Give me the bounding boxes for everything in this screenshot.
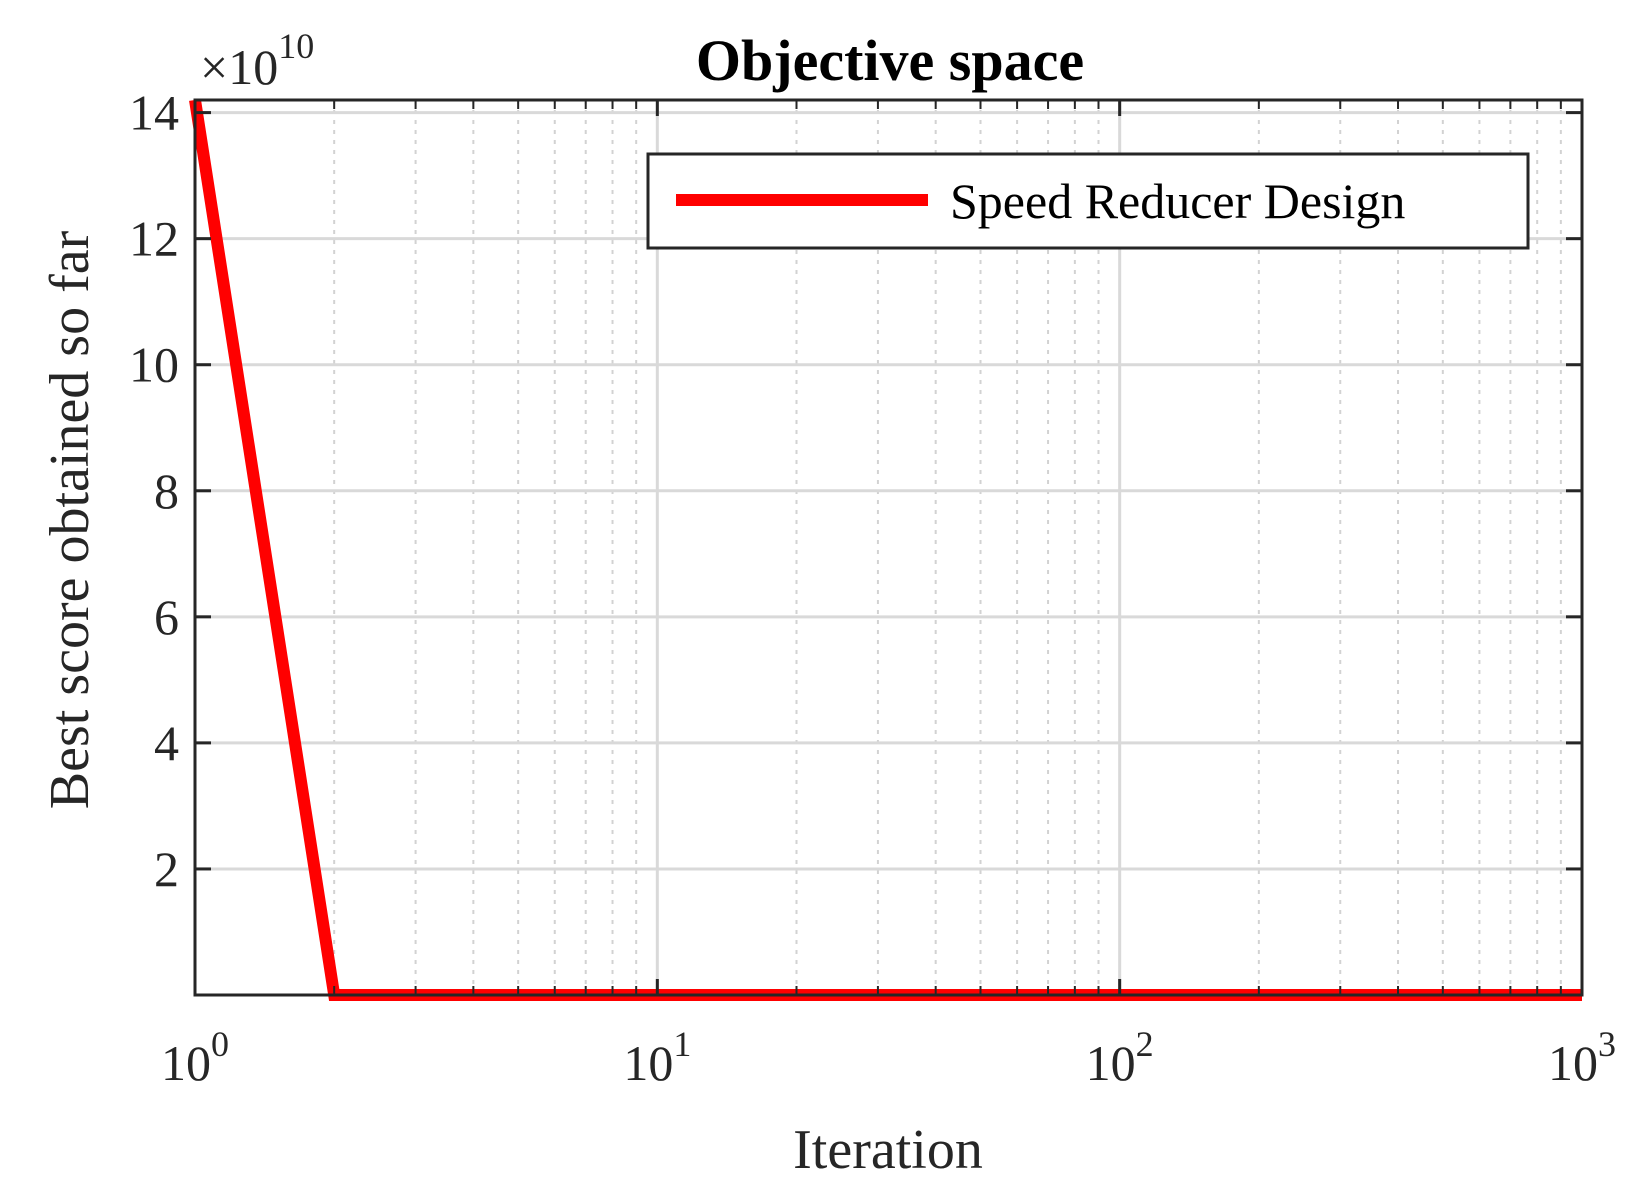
y-tick-label: 4 [154,715,179,771]
tick-labels: 100 101 102 103 2 4 6 8 10 12 14 [129,85,1616,1091]
x-axis-label: Iteration [793,1119,983,1181]
legend-entry-label: Speed Reducer Design [950,173,1405,229]
svg-text:×1010: ×1010 [200,26,314,95]
chart-title: Objective space [696,28,1084,93]
y-tick-label: 8 [154,463,179,519]
y-exponent-base: ×10 [200,39,278,95]
x-tick-label: 102 [1086,1024,1154,1091]
plot-frame [193,98,1584,997]
y-axis-exponent: ×1010 [200,26,314,95]
y-tick-label: 14 [129,85,179,141]
y-tick-label: 12 [129,211,179,267]
x-tick-label: 103 [1548,1024,1616,1091]
y-exponent-power: 10 [278,26,314,66]
y-tick-label: 2 [154,841,179,897]
x-tick-label: 101 [623,1024,691,1091]
y-tick-label: 10 [129,337,179,393]
y-tick-label: 6 [154,589,179,645]
x-tick-label: 100 [161,1024,229,1091]
y-axis-label: Best score obtained so far [39,230,101,809]
legend: Speed Reducer Design [646,152,1530,250]
tick-marks [193,100,1584,995]
